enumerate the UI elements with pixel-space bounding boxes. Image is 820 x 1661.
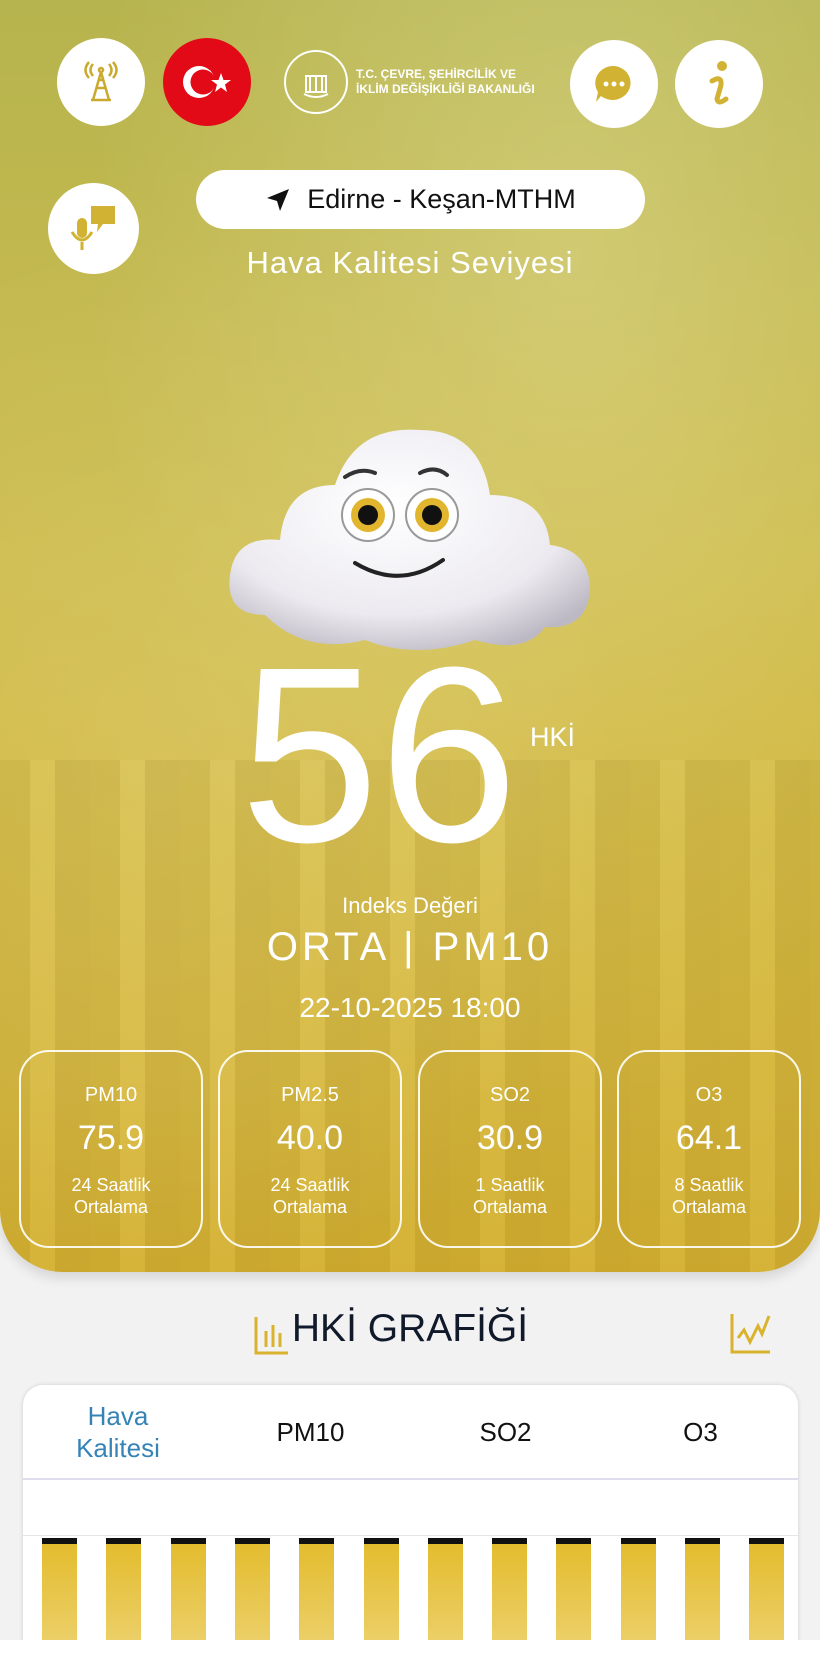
pollutant-period: 1 Saatlik xyxy=(475,1175,545,1195)
graph-bars xyxy=(23,1535,798,1645)
pollutant-period: 24 Saatlik xyxy=(270,1175,350,1195)
pollutant-period-suffix: Ortalama xyxy=(671,1197,747,1217)
aqi-value: 56 xyxy=(240,615,519,894)
graph-bar[interactable] xyxy=(234,1538,270,1645)
graph-bar[interactable] xyxy=(427,1538,463,1645)
location-name: Edirne - Keşan-MTHM xyxy=(307,184,576,214)
tab-so2[interactable]: SO2 xyxy=(479,1416,532,1447)
graph-bar[interactable] xyxy=(170,1538,206,1645)
ministry-name-line2: İKLİM DEĞİŞİKLİĞİ BAKANLIĞI xyxy=(356,82,535,96)
voice-assistant-button[interactable] xyxy=(48,183,139,274)
line-chart-icon[interactable] xyxy=(730,1312,772,1356)
graph-tabs: Hava Kalitesi PM10 SO2 O3 xyxy=(23,1385,798,1480)
aqi-status: ORTA | PM10 xyxy=(266,925,554,969)
tab-hava-kalitesi[interactable]: Hava Kalitesi xyxy=(76,1400,160,1463)
chat-icon xyxy=(595,65,631,102)
graph-bar[interactable] xyxy=(749,1538,785,1645)
graph-bar[interactable] xyxy=(363,1538,399,1645)
graph-bar[interactable] xyxy=(556,1538,592,1645)
pollutant-name: O3 xyxy=(695,1084,723,1106)
graph-bar[interactable] xyxy=(620,1538,656,1645)
section-subtitle: Hava Kalitesi Seviyesi xyxy=(246,245,574,280)
pollutant-period-suffix: Ortalama xyxy=(272,1197,348,1217)
pollutant-card-so2[interactable]: SO2 30.9 1 Saatlik Ortalama xyxy=(418,1050,602,1248)
voice-assistant-icon xyxy=(70,205,115,250)
graph-bar[interactable] xyxy=(299,1538,335,1645)
ministry-name-line1: T.C. ÇEVRE, ŞEHİRCİLİK VE xyxy=(356,67,517,81)
graph-bar[interactable] xyxy=(685,1538,720,1645)
graph-title: HKİ GRAFİĞİ xyxy=(291,1307,529,1350)
aqi-unit: HKİ xyxy=(530,722,576,752)
tab-pm10[interactable]: PM10 xyxy=(276,1416,345,1447)
station-button[interactable] xyxy=(57,38,145,126)
pollutant-value: 64.1 xyxy=(675,1119,743,1157)
graph-card: Hava Kalitesi PM10 SO2 O3 xyxy=(23,1385,798,1645)
hero-panel: T.C. ÇEVRE, ŞEHİRCİLİK VE İKLİM DEĞİŞİKLİ… xyxy=(0,0,820,1272)
navigation-arrow-icon xyxy=(267,188,290,211)
language-button[interactable] xyxy=(163,38,251,126)
bar-chart-icon[interactable] xyxy=(254,1315,290,1355)
graph-bar[interactable] xyxy=(492,1538,528,1645)
ministry-seal-icon xyxy=(284,50,348,114)
pollutant-card-pm25[interactable]: PM2.5 40.0 24 Saatlik Ortalama xyxy=(218,1050,402,1248)
pollutant-period: 8 Saatlik xyxy=(674,1175,744,1195)
pollutant-name: PM10 xyxy=(84,1084,138,1106)
ministry-logo: T.C. ÇEVRE, ŞEHİRCİLİK VE İKLİM DEĞİŞİKLİ… xyxy=(284,50,535,114)
info-button[interactable] xyxy=(675,40,763,128)
pollutant-name: PM2.5 xyxy=(281,1084,339,1106)
info-icon xyxy=(709,61,729,105)
pollutant-period-suffix: Ortalama xyxy=(472,1197,548,1217)
pollutant-period: 24 Saatlik xyxy=(71,1175,151,1195)
pollutant-value: 75.9 xyxy=(77,1119,145,1157)
index-label: Indeks Değeri xyxy=(342,893,478,918)
pollutant-name: SO2 xyxy=(489,1084,531,1106)
graph-bar[interactable] xyxy=(42,1538,77,1645)
station-tower-icon xyxy=(84,61,118,102)
turkey-flag-icon xyxy=(183,66,231,98)
measurement-datetime: 22-10-2025 18:00 xyxy=(299,992,521,1023)
cloud-mascot-icon xyxy=(229,429,590,650)
chat-button[interactable] xyxy=(570,40,658,128)
pollutant-value: 30.9 xyxy=(476,1119,544,1157)
tab-o3[interactable]: O3 xyxy=(683,1416,718,1447)
pollutant-card-pm10[interactable]: PM10 75.9 24 Saatlik Ortalama xyxy=(19,1050,203,1248)
location-selector[interactable]: Edirne - Keşan-MTHM xyxy=(196,170,645,229)
pollutant-value: 40.0 xyxy=(276,1119,344,1157)
graph-bar[interactable] xyxy=(106,1538,142,1645)
pollutant-period-suffix: Ortalama xyxy=(73,1197,149,1217)
city-background xyxy=(0,760,820,1272)
bottom-bar xyxy=(0,1640,820,1661)
pollutant-card-o3[interactable]: O3 64.1 8 Saatlik Ortalama xyxy=(617,1050,801,1248)
